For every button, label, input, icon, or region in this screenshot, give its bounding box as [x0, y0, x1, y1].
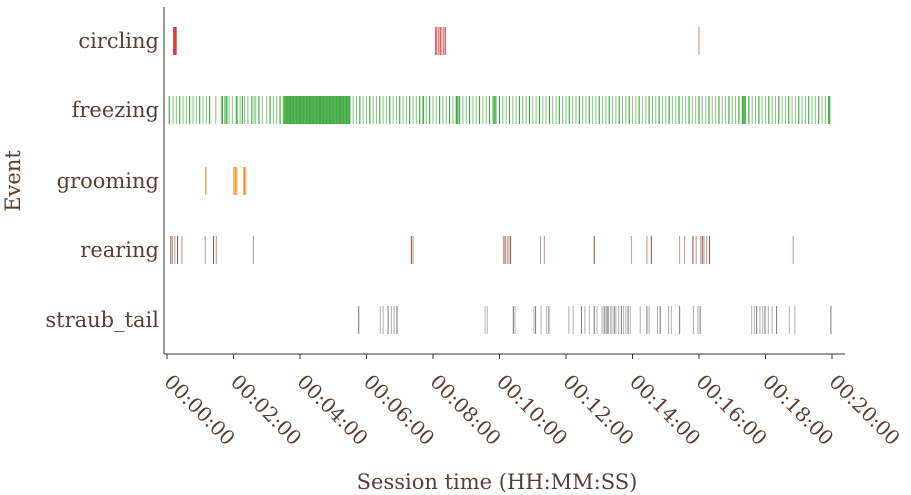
event-span: [828, 96, 831, 124]
y-tick-label: straub_tail: [45, 308, 159, 332]
x-tick-label: 00:12:00: [558, 370, 638, 450]
x-tick-label: 00:08:00: [425, 370, 505, 450]
y-axis-label: Event: [1, 150, 25, 212]
event-marks: [168, 27, 832, 334]
event-span: [493, 96, 496, 124]
event-span: [455, 96, 459, 124]
y-tick-labels: circling freezing grooming rearing straub_ta…: [45, 29, 159, 332]
series-circling: [173, 27, 700, 55]
series-grooming: [205, 167, 247, 195]
y-tick-label: freezing: [72, 98, 159, 122]
y-tick-label: circling: [78, 29, 159, 53]
series-freezing: [168, 96, 831, 124]
y-tick-label: rearing: [80, 238, 159, 262]
event-span: [742, 96, 746, 124]
x-tick-label: 00:00:00: [159, 370, 239, 450]
x-tick-label: 00:02:00: [226, 370, 306, 450]
x-tick-label: 00:18:00: [758, 370, 838, 450]
x-axis-label: Session time (HH:MM:SS): [357, 470, 638, 494]
x-tick-label: 00:06:00: [359, 370, 439, 450]
y-tick-label: grooming: [57, 169, 159, 193]
x-tick-label: 00:04:00: [292, 370, 372, 450]
x-tick-label: 00:14:00: [625, 370, 705, 450]
x-tick-label: 00:20:00: [824, 370, 904, 450]
x-tick-label: 00:16:00: [691, 370, 771, 450]
series-rearing: [170, 236, 794, 264]
series-straub_tail: [358, 306, 832, 334]
x-tick-labels: 00:00:0000:02:0000:04:0000:06:0000:08:00…: [159, 354, 905, 450]
x-tick-label: 00:10:00: [492, 370, 572, 450]
